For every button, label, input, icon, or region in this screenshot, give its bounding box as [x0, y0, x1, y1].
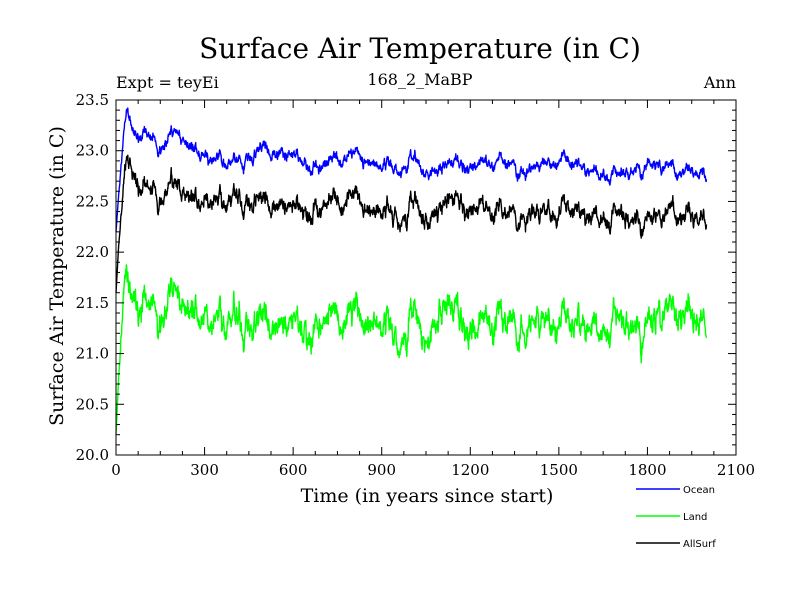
series-line-allsurf [115, 154, 708, 293]
x-tick-label: 1500 [540, 461, 578, 479]
axes: 0 300 600 900 1200 1500 1800 2100 20.0 20.5 21.0 21… [76, 91, 756, 479]
y-tick-label: 20.5 [76, 395, 109, 413]
period-label: 168_2_MaBP [367, 70, 472, 89]
x-tick-label: 900 [367, 461, 396, 479]
plot-frame [115, 99, 737, 456]
x-tick-label: 2100 [717, 461, 755, 479]
y-tick-label: 21.5 [76, 294, 109, 312]
legend: Ocean Land AllSurf [636, 485, 716, 550]
legend-label-allsurf: AllSurf [683, 539, 716, 550]
y-tick-label: 21.0 [76, 345, 109, 363]
x-axis-label: Time (in years since start) [301, 485, 554, 507]
y-axis-label: Surface Air Temperature (in C) [46, 126, 68, 426]
x-tick-label: 1200 [451, 461, 489, 479]
y-tick-label: 22.5 [76, 192, 109, 210]
y-tick-label: 22.0 [76, 243, 109, 261]
x-tick-label: 0 [111, 461, 121, 479]
experiment-label: Expt = teyEi [116, 73, 219, 92]
y-tick-label: 20.0 [76, 446, 109, 464]
y-tick-label: 23.5 [76, 91, 109, 109]
legend-label-ocean: Ocean [683, 485, 715, 496]
x-tick-label: 600 [279, 461, 308, 479]
legend-label-land: Land [683, 512, 707, 523]
x-tick-label: 300 [190, 461, 219, 479]
x-tick-label: 1800 [628, 461, 666, 479]
series-line-land [115, 264, 708, 435]
season-label: Ann [703, 73, 736, 92]
y-tick-label: 23.0 [76, 142, 109, 160]
plot-area [115, 107, 708, 435]
series-line-ocean [115, 107, 708, 232]
chart-title: Surface Air Temperature (in C) [199, 32, 641, 65]
